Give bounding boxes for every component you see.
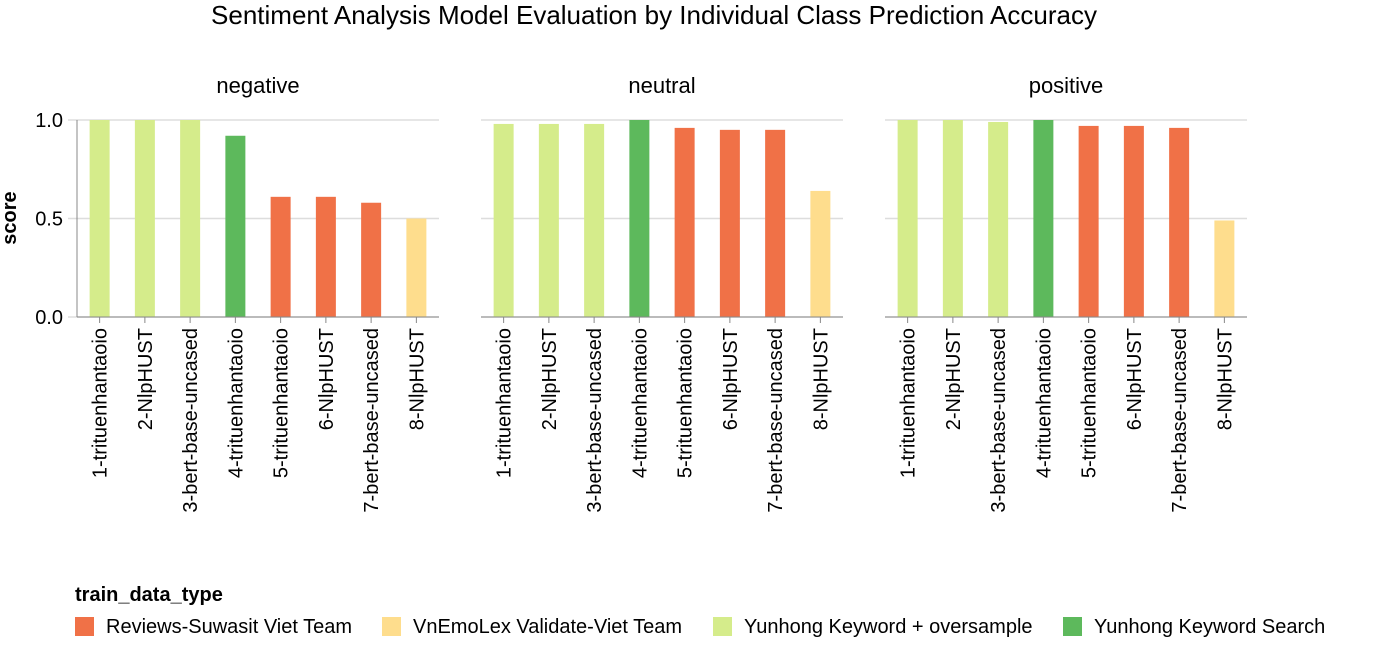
x-tick-label: 6-NlpHUST — [1124, 328, 1146, 430]
y-axis-title: score — [0, 191, 21, 244]
bar-neutral-5-trituenhantaoio — [674, 127, 695, 317]
bar-positive-5-trituenhantaoio — [1078, 125, 1099, 317]
x-tick-label: 8-NlpHUST — [810, 328, 832, 430]
legend-title: train_data_type — [75, 584, 223, 606]
facet-negative: negative 0.0 0.5 1.0 1-trituenhantaoio 2-NlpH… — [35, 73, 439, 513]
x-tick-label: 7-bert-base-uncased — [765, 328, 787, 513]
bar-neutral-8-NlpHUST — [810, 190, 831, 317]
bar-neutral-4-trituenhantaoio — [629, 120, 650, 317]
x-tick-label: 7-bert-base-uncased — [1169, 328, 1191, 513]
x-tick-label: 1-trituenhantaoio — [90, 328, 112, 478]
bar-neutral-6-NlpHUST — [719, 129, 740, 317]
x-tick-label: 3-bert-base-uncased — [988, 328, 1010, 513]
legend-label: Yunhong Keyword Search — [1094, 616, 1325, 638]
x-tick-label: 6-NlpHUST — [720, 328, 742, 430]
bar-negative-8-NlpHUST — [406, 218, 427, 317]
x-tick-label: 8-NlpHUST — [406, 328, 428, 430]
x-tick-label: 2-NlpHUST — [135, 328, 157, 430]
y-tick-label: 1.0 — [35, 110, 63, 132]
facet-title-negative: negative — [216, 73, 299, 98]
legend-label: Reviews-Suwasit Viet Team — [106, 616, 352, 638]
legend-label: VnEmoLex Validate-Viet Team — [413, 616, 682, 638]
x-tick-label: 4-trituenhantaoio — [1033, 328, 1055, 478]
bar-negative-2-NlpHUST — [134, 120, 155, 317]
facet-title-positive: positive — [1029, 73, 1104, 98]
x-tick-label: 4-trituenhantaoio — [225, 328, 247, 478]
facet-positive: positive 1-trituenhantaoio 2-NlpHUST 3-bert… — [885, 73, 1247, 513]
y-tick-label: 0.5 — [35, 209, 63, 231]
x-tick-label: 5-trituenhantaoio — [271, 328, 293, 478]
bar-negative-3-bert-base-uncased — [180, 120, 201, 317]
bar-neutral-1-trituenhantaoio — [493, 123, 514, 317]
legend-swatch — [382, 617, 401, 636]
x-tick-label: 5-trituenhantaoio — [675, 328, 697, 478]
x-tick-label: 5-trituenhantaoio — [1079, 328, 1101, 478]
x-tick-label: 7-bert-base-uncased — [361, 328, 383, 513]
bar-negative-1-trituenhantaoio — [89, 120, 110, 317]
bar-positive-6-NlpHUST — [1123, 125, 1144, 317]
bar-neutral-2-NlpHUST — [538, 123, 559, 317]
chart-title: Sentiment Analysis Model Evaluation by I… — [211, 0, 1097, 30]
bar-negative-7-bert-base-uncased — [361, 202, 382, 317]
bar-neutral-7-bert-base-uncased — [765, 129, 786, 317]
x-tick-label: 1-trituenhantaoio — [494, 328, 516, 478]
bar-negative-5-trituenhantaoio — [270, 196, 291, 317]
legend-swatch — [713, 617, 732, 636]
x-tick-label: 2-NlpHUST — [539, 328, 561, 430]
legend-label: Yunhong Keyword + oversample — [744, 616, 1033, 638]
x-tick-label: 3-bert-base-uncased — [584, 328, 606, 513]
facets-layer: negative 0.0 0.5 1.0 1-trituenhantaoio 2-NlpH… — [35, 73, 1247, 513]
x-tick-label: 8-NlpHUST — [1214, 328, 1236, 430]
x-tick-label: 4-trituenhantaoio — [629, 328, 651, 478]
x-tick-label: 2-NlpHUST — [943, 328, 965, 430]
x-tick-label: 3-bert-base-uncased — [180, 328, 202, 513]
bar-positive-7-bert-base-uncased — [1169, 127, 1190, 317]
bar-neutral-3-bert-base-uncased — [584, 123, 605, 317]
legend-swatch — [75, 617, 94, 636]
y-tick-label: 0.0 — [35, 307, 63, 329]
bar-positive-3-bert-base-uncased — [988, 121, 1009, 317]
bar-positive-4-trituenhantaoio — [1033, 120, 1054, 317]
x-tick-label: 6-NlpHUST — [316, 328, 338, 430]
bar-positive-8-NlpHUST — [1214, 220, 1235, 317]
x-tick-label: 1-trituenhantaoio — [898, 328, 920, 478]
bar-positive-1-trituenhantaoio — [897, 120, 918, 317]
bar-negative-4-trituenhantaoio — [225, 135, 246, 317]
legend: train_data_type Reviews-Suwasit Viet Tea… — [75, 584, 1325, 638]
facet-title-neutral: neutral — [628, 73, 695, 98]
facet-neutral: neutral 1-trituenhantaoio 2-NlpHUST 3-bert-… — [481, 73, 843, 513]
bar-positive-2-NlpHUST — [942, 120, 963, 317]
legend-swatch — [1063, 617, 1082, 636]
bar-negative-6-NlpHUST — [315, 196, 336, 317]
